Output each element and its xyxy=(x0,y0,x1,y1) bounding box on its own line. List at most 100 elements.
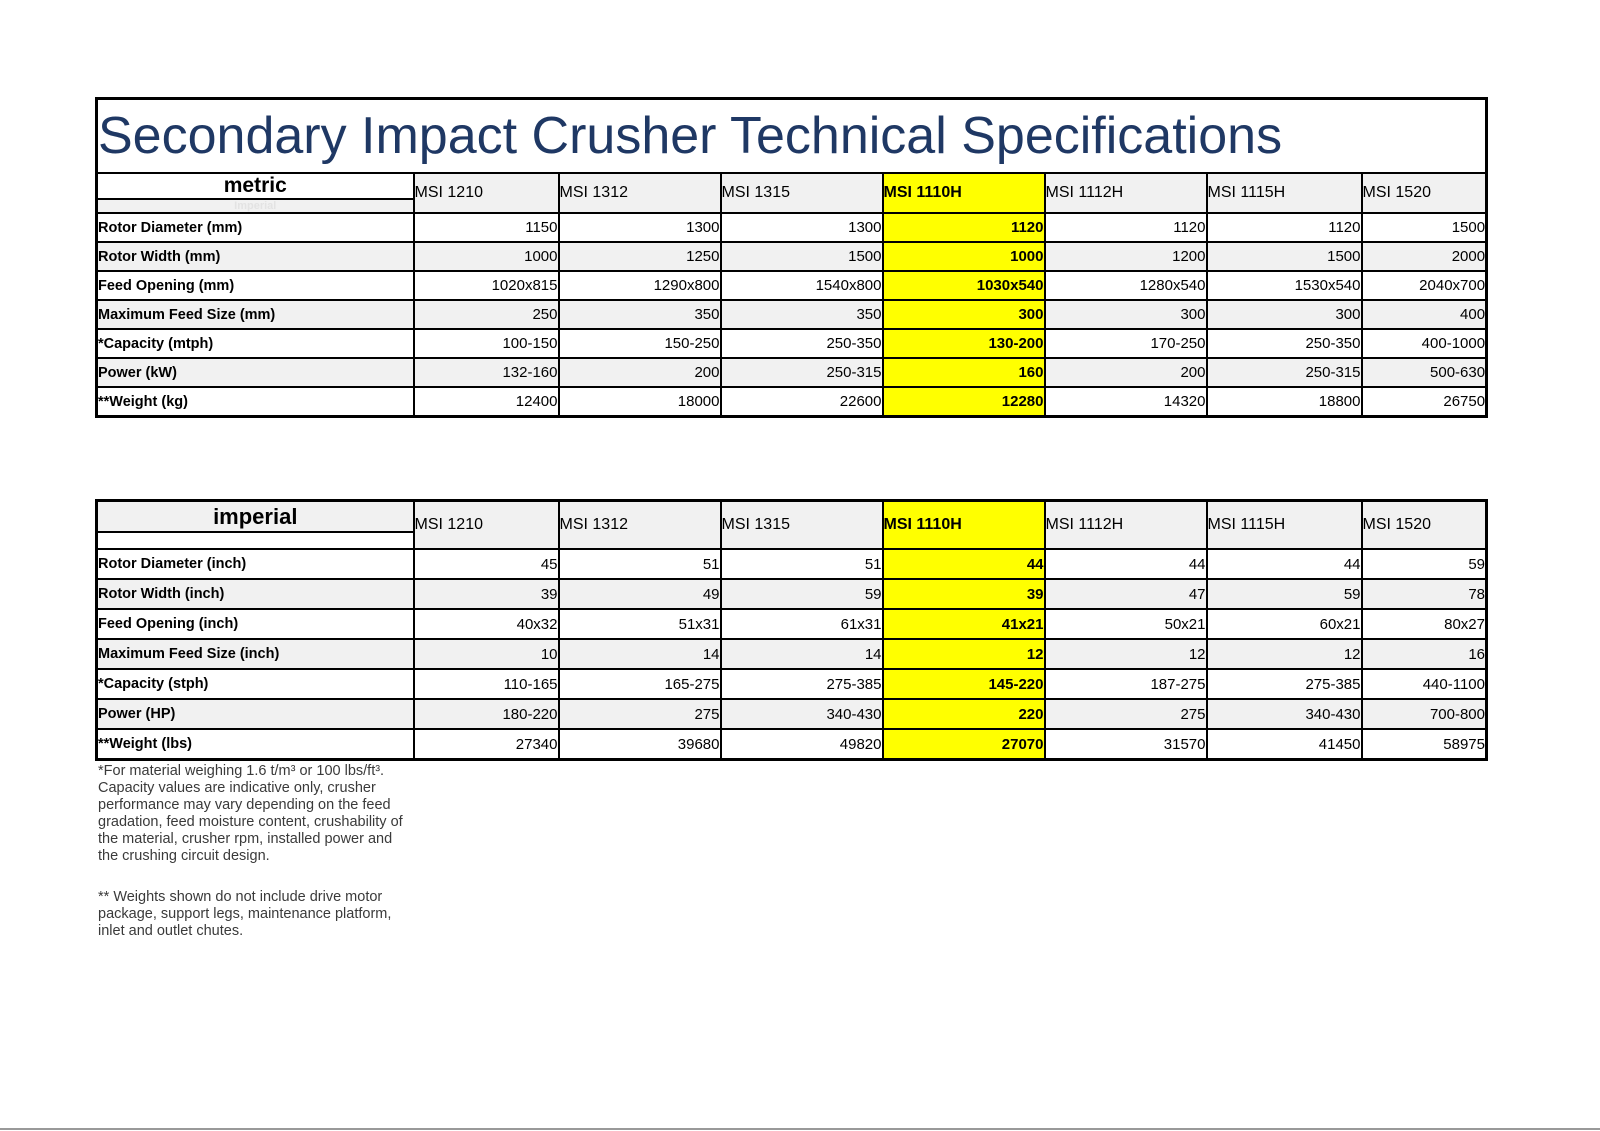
spec-value: 1300 xyxy=(719,212,884,243)
spec-value: 350 xyxy=(719,299,884,330)
table-row: Feed Opening (mm) 1020x815 1290x800 1540… xyxy=(95,270,1488,301)
spec-value-highlighted: 160 xyxy=(881,357,1046,388)
imperial-spec-table-wrap: imperial MSI 1210 MSI 1312 MSI 1315 MSI … xyxy=(95,499,1488,761)
metric-spec-table-wrap: Secondary Impact Crusher Technical Speci… xyxy=(95,97,1489,418)
spec-value: 39680 xyxy=(557,728,722,761)
spec-value: 1290x800 xyxy=(557,270,722,301)
model-header-msi-1115h: MSI 1115H xyxy=(1205,172,1363,214)
spec-value: 49820 xyxy=(719,728,884,761)
spec-value: 27340 xyxy=(412,728,560,761)
spec-value: 275 xyxy=(1043,698,1208,730)
spec-value: 250-350 xyxy=(719,328,884,359)
spec-value: 18000 xyxy=(557,386,722,418)
spec-value: 1120 xyxy=(1043,212,1208,243)
table-row: Rotor Width (mm) 1000 1250 1500 1000 120… xyxy=(95,241,1488,272)
metric-header-row: metric MSI 1210 MSI 1312 MSI 1315 MSI 11… xyxy=(95,172,1488,214)
spec-value-highlighted: 39 xyxy=(881,578,1046,610)
table-row: Rotor Diameter (inch) 45 51 51 44 44 44 … xyxy=(95,548,1488,580)
spec-value: 1150 xyxy=(412,212,560,243)
spec-value: 12 xyxy=(1043,638,1208,670)
spec-value: 1020x815 xyxy=(412,270,560,301)
spec-value: 61x31 xyxy=(719,608,884,640)
spec-value: 59 xyxy=(1360,548,1488,580)
page-title: Secondary Impact Crusher Technical Speci… xyxy=(95,97,1488,174)
spec-value: 275 xyxy=(557,698,722,730)
spec-value: 44 xyxy=(1205,548,1363,580)
spec-value: 200 xyxy=(1043,357,1208,388)
table-row: Rotor Width (inch) 39 49 59 39 47 59 78 xyxy=(95,578,1488,610)
model-header-msi-1210: MSI 1210 xyxy=(412,499,560,550)
spec-value: 31570 xyxy=(1043,728,1208,761)
spec-value-highlighted: 12 xyxy=(881,638,1046,670)
spec-value: 1500 xyxy=(1205,241,1363,272)
spec-value: 400 xyxy=(1360,299,1488,330)
title-row: Secondary Impact Crusher Technical Speci… xyxy=(95,97,1488,174)
imperial-header-subrow xyxy=(95,531,1487,550)
model-header-msi-1210: MSI 1210 xyxy=(412,172,560,214)
table-row: Rotor Diameter (mm) 1150 1300 1300 1120 … xyxy=(95,212,1488,243)
row-label: Maximum Feed Size (mm) xyxy=(95,299,415,330)
spec-value: 275-385 xyxy=(719,668,884,700)
spec-value: 12400 xyxy=(412,386,560,418)
spec-value-highlighted: 44 xyxy=(881,548,1046,580)
spec-value-highlighted: 1030x540 xyxy=(881,270,1046,301)
spec-value: 41450 xyxy=(1205,728,1363,761)
table-row: Maximum Feed Size (mm) 250 350 350 300 3… xyxy=(95,299,1488,330)
spec-value: 1000 xyxy=(412,241,560,272)
spec-value: 150-250 xyxy=(557,328,722,359)
spec-value: 1500 xyxy=(719,241,884,272)
row-label: Power (kW) xyxy=(95,357,415,388)
spec-value: 132-160 xyxy=(412,357,560,388)
spec-value: 12 xyxy=(1205,638,1363,670)
table-row: *Capacity (mtph) 100-150 150-250 250-350… xyxy=(95,328,1488,359)
spec-value: 250-315 xyxy=(1205,357,1363,388)
spec-value-highlighted: 220 xyxy=(881,698,1046,730)
capacity-footnote: *For material weighing 1.6 t/m³ or 100 l… xyxy=(98,763,403,864)
model-header-msi-1112h: MSI 1112H xyxy=(1043,499,1208,550)
spec-value: 51x31 xyxy=(557,608,722,640)
spec-value-highlighted: 27070 xyxy=(881,728,1046,761)
model-header-msi-1315: MSI 1315 xyxy=(719,499,884,550)
model-header-msi-1110h-highlighted: MSI 1110H xyxy=(881,499,1046,550)
row-label: Maximum Feed Size (inch) xyxy=(95,638,415,670)
model-header-msi-1312: MSI 1312 xyxy=(557,172,722,214)
table-row: *Capacity (stph) 110-165 165-275 275-385… xyxy=(95,668,1488,700)
row-label: **Weight (lbs) xyxy=(95,728,415,761)
imperial-header-row: imperial MSI 1210 MSI 1312 MSI 1315 MSI … xyxy=(95,499,1488,550)
spec-value: 340-430 xyxy=(1205,698,1363,730)
spec-value: 250-350 xyxy=(1205,328,1363,359)
spec-value: 45 xyxy=(412,548,560,580)
row-label: Power (HP) xyxy=(95,698,415,730)
spec-value-highlighted: 12280 xyxy=(881,386,1046,418)
spec-value-highlighted: 1000 xyxy=(881,241,1046,272)
spec-value: 500-630 xyxy=(1360,357,1488,388)
metric-header-subrow: Imperial xyxy=(95,198,1487,214)
spec-value: 170-250 xyxy=(1043,328,1208,359)
spec-value: 26750 xyxy=(1360,386,1488,418)
spec-value: 49 xyxy=(557,578,722,610)
spec-value-highlighted: 145-220 xyxy=(881,668,1046,700)
table-row: Power (kW) 132-160 200 250-315 160 200 2… xyxy=(95,357,1488,388)
bottom-edge-line xyxy=(0,1128,1600,1130)
spec-value: 18800 xyxy=(1205,386,1363,418)
spec-value: 187-275 xyxy=(1043,668,1208,700)
spec-value: 22600 xyxy=(719,386,884,418)
spec-value: 1530x540 xyxy=(1205,270,1363,301)
table-row: Maximum Feed Size (inch) 10 14 14 12 12 … xyxy=(95,638,1488,670)
ghost-imperial-label: Imperial xyxy=(95,198,415,214)
spec-value: 14 xyxy=(557,638,722,670)
spec-value: 165-275 xyxy=(557,668,722,700)
spec-value: 47 xyxy=(1043,578,1208,610)
model-header-msi-1115h: MSI 1115H xyxy=(1205,499,1363,550)
spec-value: 14 xyxy=(719,638,884,670)
spec-value: 300 xyxy=(1205,299,1363,330)
spec-value: 50x21 xyxy=(1043,608,1208,640)
spec-value: 110-165 xyxy=(412,668,560,700)
spec-value: 1540x800 xyxy=(719,270,884,301)
spec-value: 44 xyxy=(1043,548,1208,580)
imperial-unit-label: imperial xyxy=(95,499,415,533)
spec-value: 250 xyxy=(412,299,560,330)
spec-value: 700-800 xyxy=(1360,698,1488,730)
spec-value: 275-385 xyxy=(1205,668,1363,700)
spec-value: 16 xyxy=(1360,638,1488,670)
